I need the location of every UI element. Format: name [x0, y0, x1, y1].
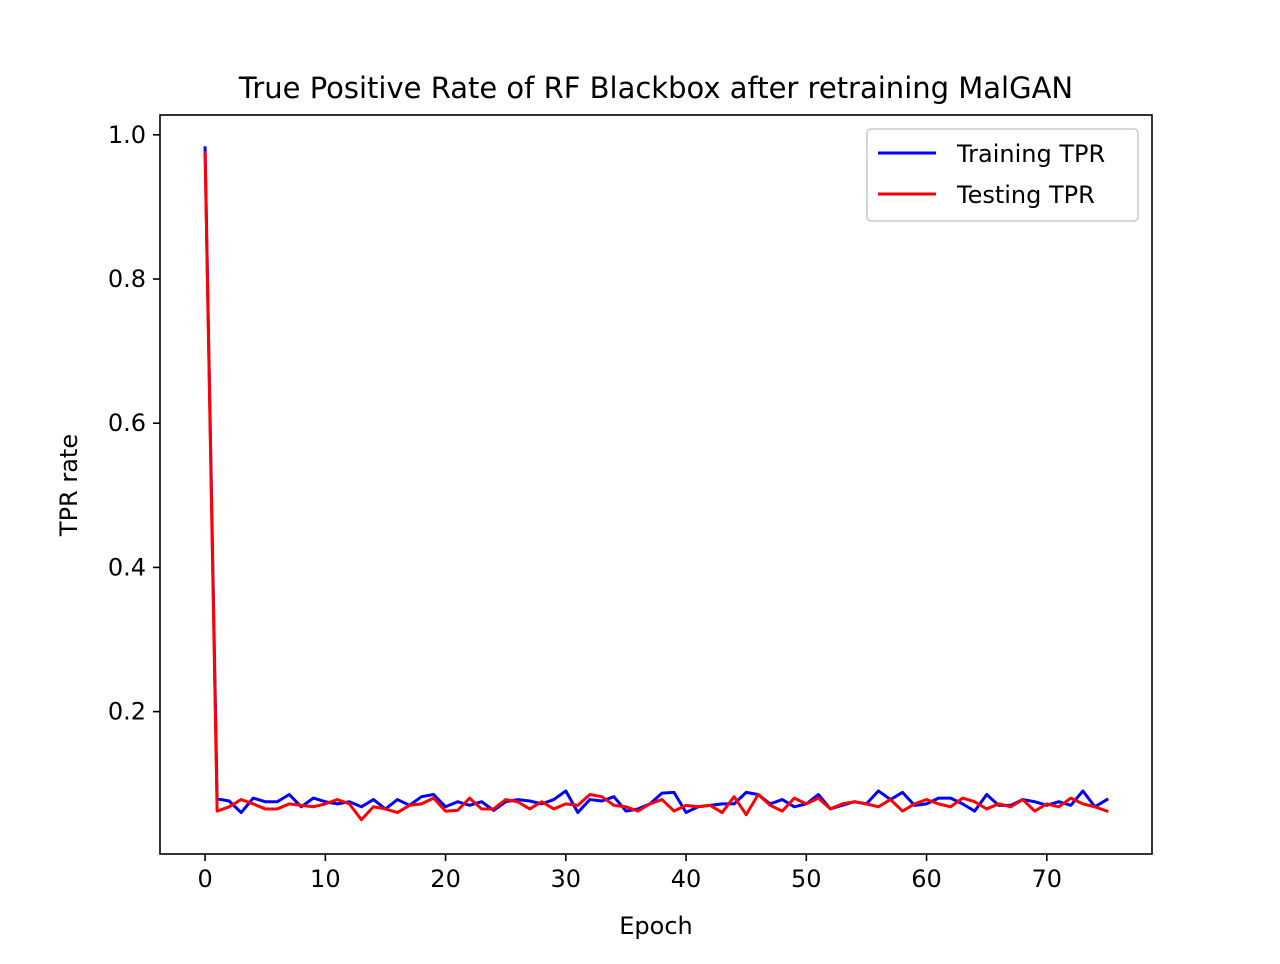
legend: Training TPR Testing TPR	[866, 128, 1139, 222]
chart-title: True Positive Rate of RF Blackbox after …	[238, 71, 1073, 105]
y-tick-label: 0.8	[108, 265, 146, 293]
y-tick-label: 1.0	[108, 121, 146, 149]
x-tick-label: 50	[791, 865, 822, 893]
y-tick-label: 0.2	[108, 698, 146, 726]
y-tick-label: 0.4	[108, 553, 146, 581]
x-tick-label: 30	[551, 865, 582, 893]
x-axis: 0 10 20 30 40 50 60 70	[197, 854, 1062, 893]
x-axis-label: Epoch	[619, 912, 693, 940]
x-tick-label: 70	[1032, 865, 1063, 893]
plot-frame	[159, 114, 1153, 855]
x-tick-label: 40	[671, 865, 702, 893]
x-tick-label: 0	[197, 865, 212, 893]
legend-label-training: Training TPR	[956, 140, 1105, 168]
plot-lines	[203, 146, 1109, 822]
x-tick-label: 60	[911, 865, 942, 893]
x-tick-label: 10	[310, 865, 341, 893]
legend-label-testing: Testing TPR	[956, 181, 1095, 209]
y-axis: 0.2 0.4 0.6 0.8 1.0	[108, 121, 160, 726]
series-line-testing-tpr	[203, 151, 1109, 822]
y-tick-label: 0.6	[108, 409, 146, 437]
x-tick-label: 20	[430, 865, 461, 893]
y-axis-label: TPR rate	[55, 434, 83, 537]
